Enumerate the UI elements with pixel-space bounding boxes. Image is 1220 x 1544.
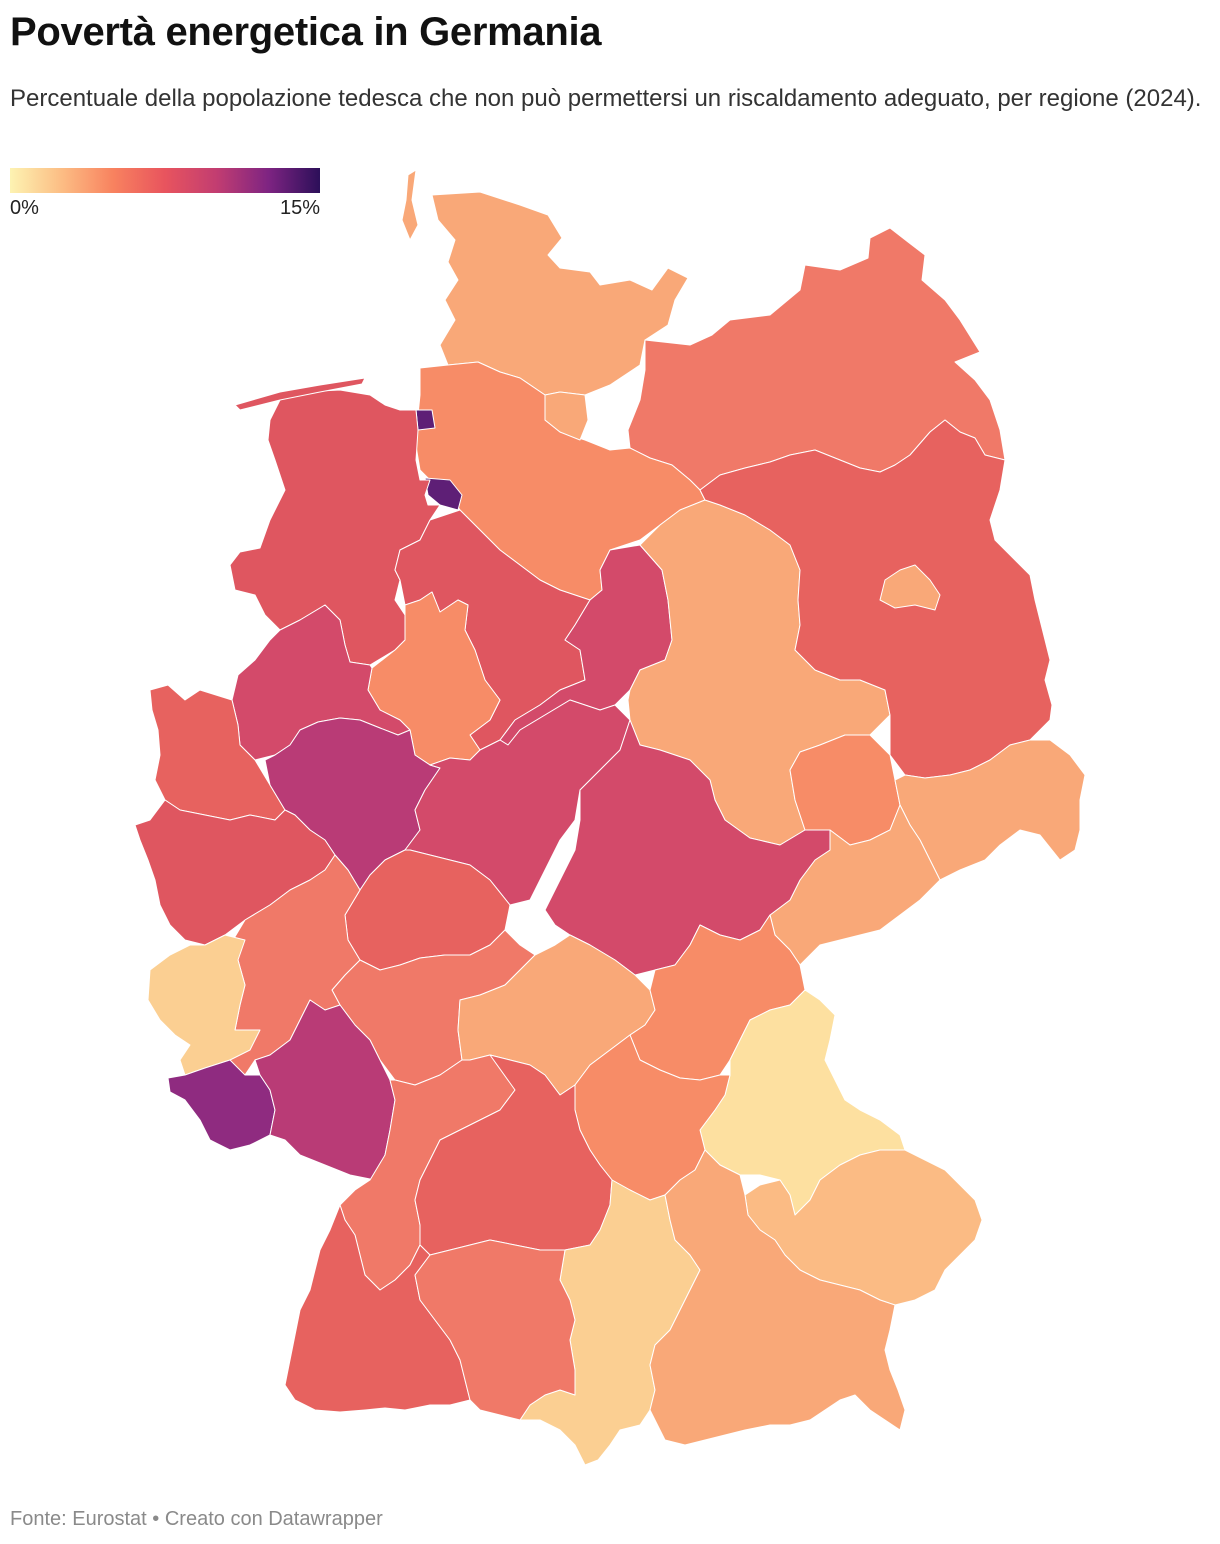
region-hamburg[interactable]: [544, 391, 589, 441]
legend-max-label: 15%: [279, 197, 320, 219]
legend-labels: 0% 15%: [10, 193, 320, 221]
chart-subtitle: Percentuale della popolazione tedesca ch…: [10, 85, 1202, 112]
region-bremen[interactable]: [424, 477, 463, 511]
color-legend: 0% 15%: [10, 168, 320, 221]
region-trier[interactable]: [147, 934, 261, 1076]
region-east-frisian-islands[interactable]: [234, 377, 366, 411]
legend-gradient-bar: [10, 168, 320, 193]
region-schleswig-holstein[interactable]: [431, 191, 689, 396]
region-berlin[interactable]: [879, 564, 941, 611]
legend-min-label: 0%: [10, 197, 39, 219]
footer-source: Fonte: Eurostat • Creato con Datawrapper: [10, 1508, 383, 1530]
region-bremerhaven[interactable]: [415, 409, 436, 431]
region-freiburg[interactable]: [284, 1204, 471, 1413]
region-brandenburg[interactable]: [699, 419, 1053, 779]
germany-choropleth-map: [134, 169, 1086, 1466]
region-schleswig-holstein-islands[interactable]: [401, 169, 419, 241]
region-leipzig[interactable]: [789, 734, 901, 846]
region-oberbayern[interactable]: [649, 1149, 906, 1446]
region-tuebingen[interactable]: [414, 1239, 576, 1421]
region-weser-ems[interactable]: [229, 389, 441, 666]
chart-title: Povertà energetica in Germania: [10, 10, 602, 54]
